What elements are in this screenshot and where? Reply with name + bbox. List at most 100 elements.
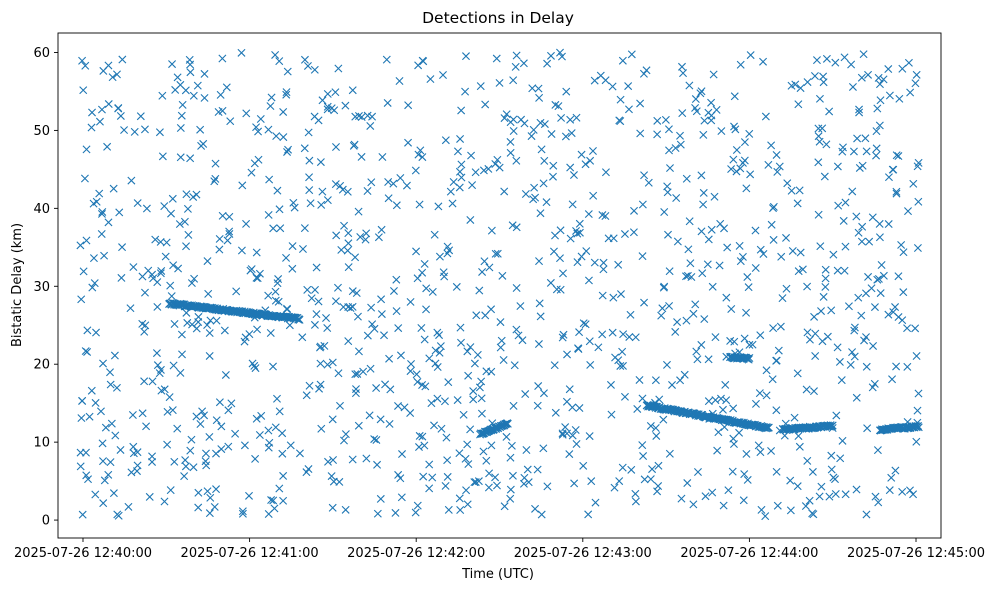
data-point	[295, 449, 304, 458]
data-point	[823, 332, 832, 341]
data-point	[211, 159, 220, 168]
data-point	[475, 383, 484, 392]
x-tick-label: 2025-07-26 12:40:00	[14, 546, 152, 561]
data-point	[455, 183, 464, 192]
data-point	[437, 424, 446, 433]
data-point	[463, 500, 472, 509]
data-point	[892, 187, 901, 196]
data-point	[224, 406, 233, 415]
data-point	[337, 245, 346, 254]
data-point	[506, 148, 515, 157]
data-point	[188, 320, 197, 329]
data-point	[425, 460, 434, 469]
data-point	[671, 144, 680, 153]
data-point	[855, 105, 864, 114]
data-point	[267, 496, 276, 505]
data-point	[581, 160, 590, 169]
data-point	[712, 105, 721, 114]
data-point	[909, 490, 918, 499]
data-point	[716, 394, 725, 403]
data-point	[837, 376, 846, 385]
data-point	[539, 179, 548, 188]
data-point	[167, 292, 176, 301]
data-point	[848, 82, 857, 91]
data-point	[852, 485, 861, 494]
data-point	[344, 239, 353, 248]
data-point	[272, 132, 281, 141]
data-point	[683, 479, 692, 488]
data-point	[874, 498, 883, 507]
data-point	[812, 56, 821, 65]
y-tick-label: 20	[33, 358, 50, 373]
data-point	[334, 369, 343, 378]
data-point	[304, 128, 313, 137]
data-point	[730, 122, 739, 131]
data-point	[680, 370, 689, 379]
data-point	[396, 474, 405, 483]
data-point	[521, 190, 530, 199]
data-point	[224, 442, 233, 451]
data-point	[289, 198, 298, 207]
data-point	[470, 478, 479, 487]
data-point	[870, 379, 879, 388]
data-point	[435, 348, 444, 357]
data-point	[610, 483, 619, 492]
data-point	[464, 460, 473, 469]
data-point	[891, 466, 900, 475]
data-point	[212, 485, 221, 494]
data-point	[751, 264, 760, 273]
data-point	[492, 54, 501, 63]
data-point	[559, 269, 567, 278]
data-point	[575, 328, 584, 337]
data-point	[177, 111, 186, 120]
data-point	[331, 143, 340, 151]
data-point	[509, 127, 518, 136]
data-point	[305, 186, 314, 195]
data-point	[328, 415, 337, 424]
data-point	[906, 486, 914, 495]
data-point	[699, 130, 708, 139]
data-point	[448, 199, 457, 208]
data-point	[279, 107, 288, 116]
data-point	[203, 321, 212, 330]
data-point	[653, 487, 662, 496]
data-point	[697, 340, 706, 349]
data-point	[689, 500, 698, 509]
data-point	[242, 109, 251, 118]
data-point	[691, 300, 700, 309]
data-point	[353, 369, 362, 378]
data-point	[182, 242, 191, 251]
data-point	[862, 147, 871, 156]
data-point	[524, 478, 533, 487]
data-point	[598, 211, 607, 220]
data-point	[412, 247, 421, 256]
data-point	[857, 73, 866, 82]
data-point	[394, 401, 402, 410]
data-point	[827, 465, 836, 474]
data-point	[767, 446, 776, 455]
data-point	[322, 313, 331, 322]
data-point	[815, 492, 824, 501]
data-point	[124, 502, 133, 511]
data-point	[351, 112, 360, 121]
data-point	[395, 77, 404, 85]
data-point	[616, 95, 625, 104]
data-point	[519, 479, 528, 488]
data-point	[205, 351, 214, 360]
data-point	[537, 145, 546, 154]
data-point	[585, 337, 594, 346]
data-point	[874, 274, 883, 283]
data-point	[148, 377, 157, 386]
data-point	[601, 76, 610, 85]
data-point	[477, 394, 486, 403]
data-point	[173, 73, 182, 82]
data-point	[540, 120, 549, 129]
data-point	[222, 83, 231, 92]
data-point	[112, 70, 121, 79]
data-point	[300, 144, 309, 153]
data-point	[362, 229, 371, 238]
data-point	[194, 488, 203, 497]
data-point	[282, 90, 291, 99]
data-point	[638, 200, 647, 209]
data-point	[862, 510, 871, 519]
